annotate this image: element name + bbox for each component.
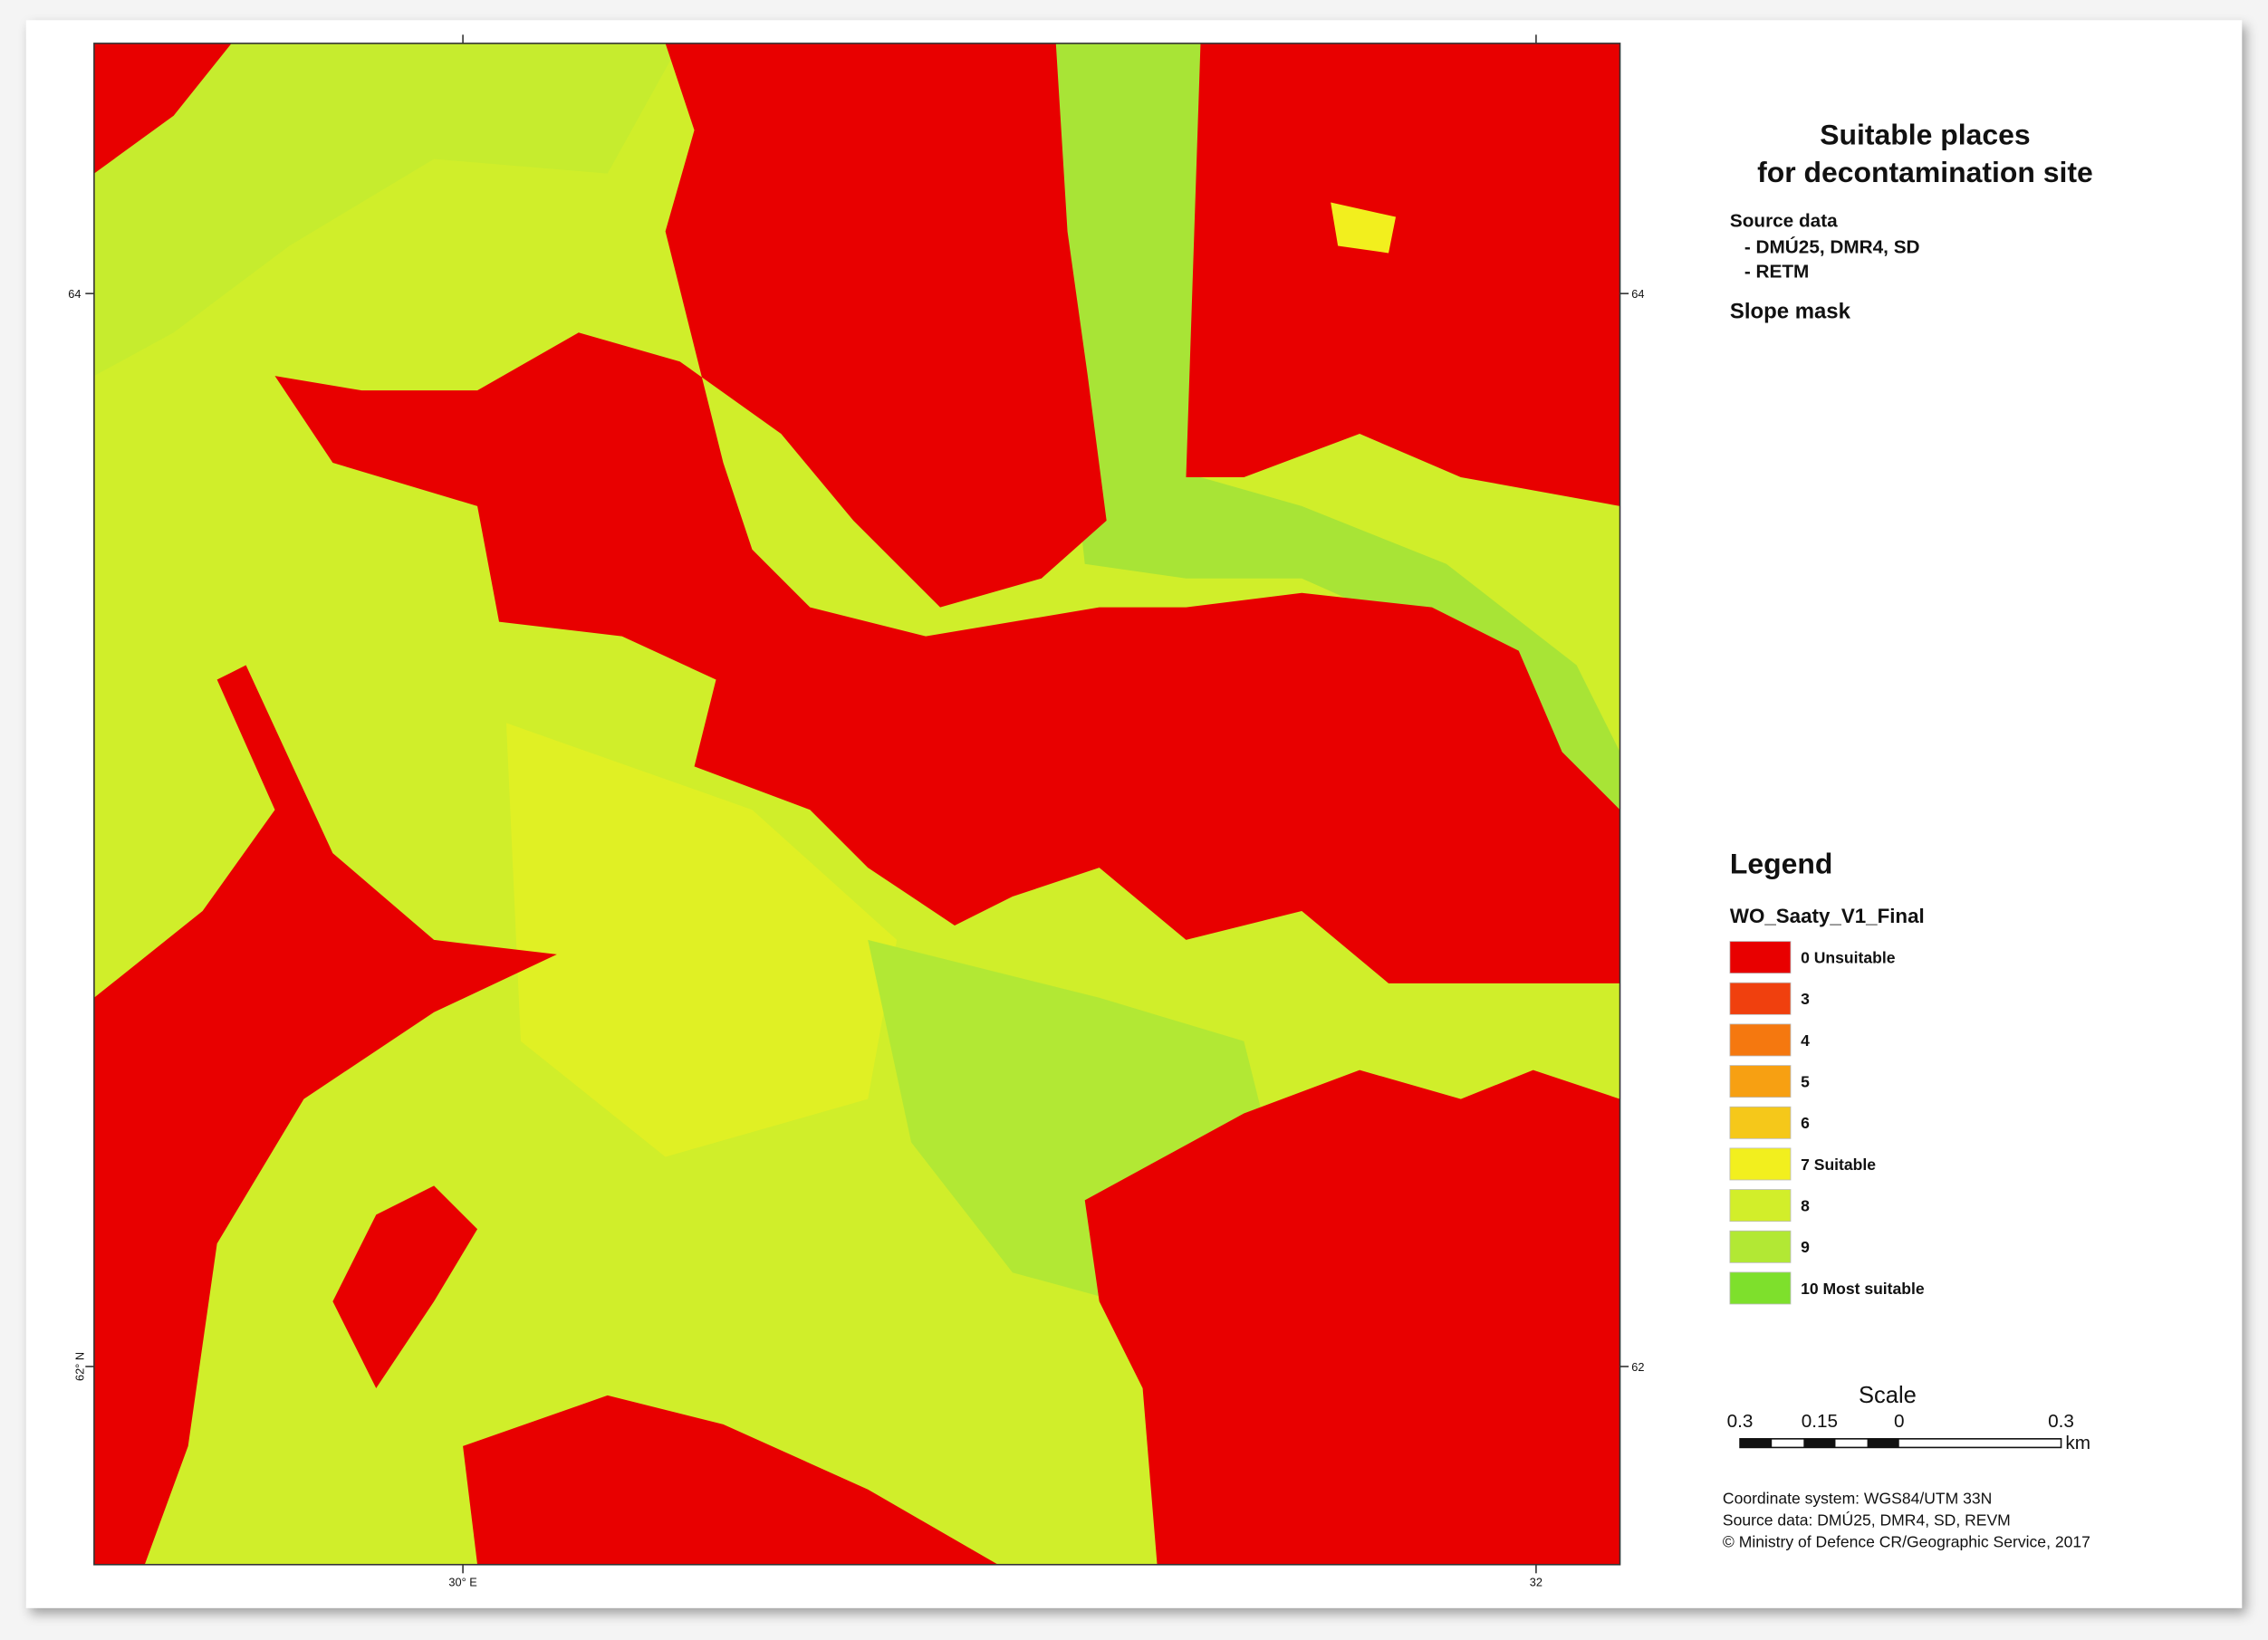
legend-heading: Legend (1730, 847, 1833, 879)
graticule-labels: 64 62° N 64 62 30° E 32 (68, 287, 1644, 1589)
scale-segment (1739, 1438, 2062, 1449)
credit: Source data: DMÚ25, DMR4, SD, REVM (1723, 1511, 2011, 1530)
title: Suitable places (1820, 119, 2030, 151)
red-area (93, 43, 232, 174)
scale-unit: km (2065, 1433, 2090, 1453)
light-area (93, 43, 680, 377)
legend-swatch (1729, 941, 1792, 974)
credit: © Ministry of Defence CR/Geographic Serv… (1723, 1533, 2090, 1551)
legend-label: 0 Unsuitable (1801, 948, 1896, 966)
scale-segment (1867, 1438, 1899, 1448)
legend-swatch (1729, 1230, 1792, 1263)
red-area (93, 665, 557, 1565)
legend-swatch (1729, 1106, 1792, 1139)
source-heading: Source data (1730, 211, 1838, 232)
legend-swatch (1729, 1023, 1792, 1057)
mask-label: Slope mask (1730, 299, 1851, 323)
source-item: - DMÚ25, DMR4, SD (1744, 235, 1920, 257)
scale-label: 0.3 (2048, 1411, 2074, 1432)
map-frame (93, 43, 1621, 1566)
scale-title: Scale (1859, 1383, 1917, 1408)
credit: Coordinate system: WGS84/UTM 33N (1723, 1490, 1992, 1508)
grid-label: 62 (1631, 1360, 1644, 1374)
legend-label: 8 (1801, 1196, 1810, 1214)
scale-label: 0.15 (1802, 1411, 1838, 1432)
red-area (1186, 43, 1620, 506)
grid-label: 30° E (448, 1576, 476, 1589)
legend-label: 3 (1801, 990, 1810, 1008)
red-area (274, 43, 1620, 983)
red-area (463, 1395, 998, 1565)
legend-swatch (1729, 1189, 1792, 1223)
scale-segment (1740, 1438, 1773, 1448)
grid-label: 64 (1631, 287, 1644, 301)
source-item: - RETM (1744, 262, 1809, 283)
legend-swatch (1729, 1271, 1792, 1305)
scale-segment (1803, 1438, 1836, 1448)
grid-label: 64 (68, 287, 81, 301)
red-area (332, 1185, 478, 1388)
scale-bar (1739, 1438, 2062, 1449)
title: for decontamination site (1757, 156, 2093, 188)
light-area (505, 723, 898, 1157)
raster (93, 43, 1620, 1565)
legend-label: 6 (1801, 1114, 1810, 1132)
legend-label: 4 (1801, 1031, 1810, 1050)
yellow-area (1331, 202, 1397, 254)
grid-label: 62° N (73, 1352, 87, 1381)
scale-label: 0.3 (1727, 1411, 1754, 1432)
legend-label: 10 Most suitable (1801, 1280, 1925, 1298)
legend-swatch (1729, 1147, 1792, 1181)
legend-label: 5 (1801, 1072, 1810, 1090)
legend-items: 0 Unsuitable 3 4 5 6 7 Suitable 8 9 10 Most suit… (1729, 941, 1925, 1305)
legend-label: 7 Suitable (1801, 1156, 1876, 1174)
legend-label: 9 (1801, 1238, 1810, 1256)
red-area (1084, 1069, 1620, 1565)
graticule-ticks (85, 34, 1629, 1574)
scale-label: 0 (1894, 1411, 1905, 1432)
legend-swatch (1729, 1065, 1792, 1098)
grid-label: 32 (1530, 1576, 1542, 1589)
legend-layer: WO_Saaty_V1_Final (1730, 905, 1925, 927)
legend-swatch (1729, 982, 1792, 1015)
